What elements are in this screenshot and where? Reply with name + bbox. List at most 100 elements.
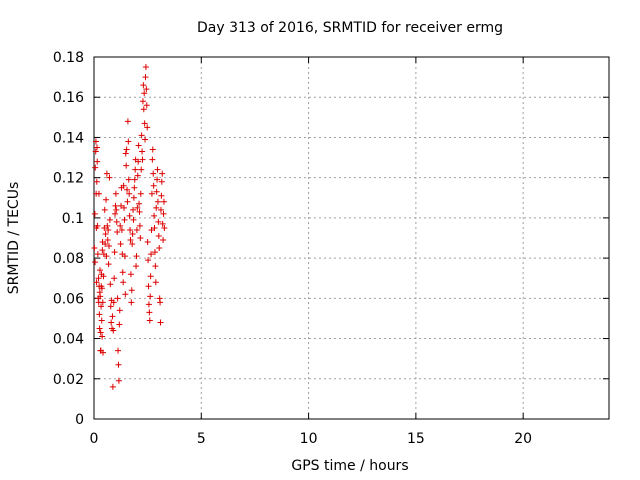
data-point-marker — [103, 196, 110, 203]
data-point-marker — [98, 285, 105, 292]
data-point-marker — [141, 90, 148, 97]
data-point-marker — [126, 190, 133, 197]
y-tick-label: 0 — [75, 412, 84, 428]
data-point-marker — [129, 230, 136, 237]
data-point-marker — [108, 319, 115, 326]
data-point-marker — [159, 220, 166, 227]
data-point-marker — [122, 291, 129, 298]
data-point-marker — [136, 208, 143, 215]
data-point-marker — [149, 146, 156, 153]
data-point-marker — [126, 212, 133, 219]
y-tick-label: 0.1 — [62, 211, 84, 227]
data-point-marker — [110, 327, 117, 334]
data-point-marker — [118, 202, 125, 209]
data-point-marker — [125, 138, 132, 145]
y-tick-label: 0.06 — [53, 291, 84, 307]
data-point-marker — [91, 210, 98, 217]
data-point-marker — [131, 176, 138, 183]
data-point-marker — [139, 156, 146, 163]
data-point-marker — [101, 206, 108, 213]
data-point-marker — [94, 222, 101, 229]
data-point-marker — [138, 132, 145, 139]
data-point-marker — [139, 98, 146, 105]
data-point-marker — [120, 279, 127, 286]
data-point-marker — [148, 251, 155, 258]
data-point-marker — [99, 299, 106, 306]
data-point-marker — [132, 166, 139, 173]
data-point-marker — [157, 299, 164, 306]
data-point-marker — [123, 146, 130, 153]
data-point-marker — [121, 253, 128, 260]
data-point-marker — [155, 232, 162, 239]
data-point-marker — [92, 138, 99, 145]
data-point-marker — [124, 198, 131, 205]
data-point-marker — [105, 261, 112, 268]
data-point-marker — [159, 170, 166, 177]
data-point-marker — [134, 204, 141, 211]
x-tick-label: 15 — [407, 431, 425, 447]
data-point-marker — [116, 321, 123, 328]
data-point-marker — [143, 86, 150, 93]
data-point-marker — [136, 200, 143, 207]
x-tick-label: 10 — [300, 431, 318, 447]
data-point-marker — [148, 190, 155, 197]
data-point-marker — [124, 118, 131, 125]
x-tick-label: 5 — [197, 431, 206, 447]
data-point-marker — [103, 170, 110, 177]
data-point-marker — [100, 273, 107, 280]
data-point-marker — [109, 383, 116, 390]
data-point-marker — [114, 295, 121, 302]
data-point-marker — [140, 82, 147, 89]
data-point-marker — [160, 198, 167, 205]
axis-ticks: 0 5 10 15 20 0 0.02 0.04 0.06 0.08 0.1 0.12 0.14 0.16… — [53, 50, 609, 447]
data-point-marker — [122, 150, 129, 157]
data-point-marker — [146, 309, 153, 316]
data-point-marker — [94, 251, 101, 258]
data-point-marker — [134, 172, 141, 179]
data-point-marker — [142, 64, 149, 71]
data-point-marker — [135, 158, 142, 165]
data-point-marker — [119, 269, 126, 276]
data-point-marker — [129, 241, 136, 248]
data-point-marker — [91, 245, 98, 252]
data-point-marker — [160, 237, 167, 244]
data-point-marker — [99, 333, 106, 340]
data-point-marker — [94, 158, 101, 165]
data-point-marker — [161, 224, 168, 231]
data-point-marker — [102, 241, 109, 248]
data-point-marker — [106, 174, 113, 181]
data-point-marker — [106, 216, 113, 223]
data-point-marker — [127, 271, 134, 278]
data-point-marker — [124, 186, 131, 193]
data-point-marker — [136, 222, 143, 229]
data-point-marker — [106, 243, 113, 250]
data-point-marker — [153, 188, 160, 195]
data-point-marker — [112, 202, 119, 209]
data-point-marker — [121, 204, 128, 211]
data-point-marker — [109, 313, 116, 320]
data-point-marker — [113, 218, 120, 225]
data-point-marker — [92, 164, 99, 171]
data-point-marker — [149, 156, 156, 163]
data-point-marker — [141, 120, 148, 127]
data-point-marker — [152, 279, 159, 286]
data-point-marker — [127, 226, 134, 233]
data-point-marker — [93, 279, 100, 286]
chart-title: Day 313 of 2016, SRMTID for receiver erm… — [197, 20, 503, 36]
data-point-marker — [115, 347, 122, 354]
data-point-marker — [117, 241, 124, 248]
data-point-marker — [98, 317, 105, 324]
data-point-marker — [144, 124, 151, 131]
data-point-marker — [142, 74, 149, 81]
y-tick-label: 0.18 — [53, 50, 84, 66]
data-point-marker — [121, 216, 128, 223]
data-point-marker — [112, 190, 119, 197]
data-point-marker — [157, 206, 164, 213]
data-point-marker — [130, 206, 137, 213]
data-point-marker — [107, 303, 114, 310]
data-point-marker — [145, 283, 152, 290]
data-point-marker — [110, 299, 117, 306]
data-point-marker — [107, 281, 114, 288]
data-point-marker — [96, 325, 103, 332]
y-tick-label: 0.02 — [53, 372, 84, 388]
